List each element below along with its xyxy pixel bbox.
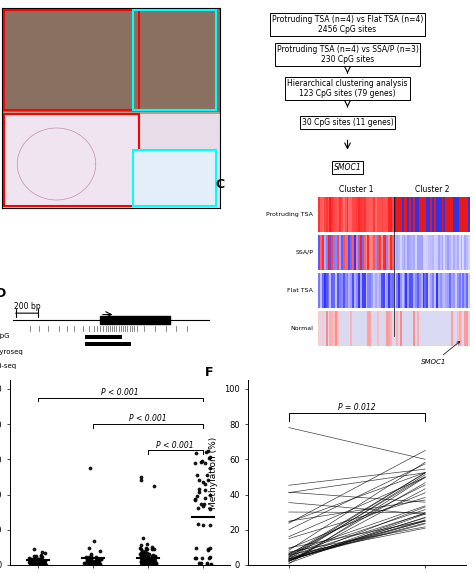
Point [139,551,146,560]
Bar [438,235,439,270]
Bar [328,235,329,270]
Bar [468,273,470,308]
Point [146,558,154,567]
Point [145,560,153,569]
Bar [381,311,383,346]
Point [138,553,146,562]
Point [37,551,45,560]
Point [206,544,213,553]
Bar [333,311,335,346]
Bar [326,197,328,231]
Bar [449,273,451,308]
Bar [318,273,320,308]
Point [33,560,41,569]
Point [38,559,46,568]
Point [90,557,98,566]
Point [33,560,41,570]
Bar [375,311,377,346]
Bar [461,273,463,308]
Bar [415,311,417,346]
Point [140,553,147,562]
Point [140,555,147,564]
Point [82,553,90,562]
Point [150,545,158,554]
Bar [333,197,335,231]
Bar [441,197,443,231]
Bar [430,197,432,231]
Bar [445,235,447,270]
Point [201,486,209,495]
Point [96,560,104,569]
Bar [2,8,220,112]
Bar [461,235,463,270]
Point [147,557,155,566]
Bar [455,235,457,270]
Point [30,551,38,560]
Bar [400,197,401,231]
Point [198,553,205,562]
Bar [398,273,400,308]
Point [30,544,38,553]
Point [193,470,201,480]
Bar [373,235,375,270]
Bar [360,197,362,231]
Point [191,495,199,504]
Bar [392,197,394,231]
Bar [459,311,461,346]
Bar [432,311,434,346]
Point [97,555,104,564]
Bar [426,235,428,270]
Text: D: D [0,287,6,300]
Bar [403,311,405,346]
Point [92,553,100,562]
Bar [364,311,365,346]
Point [34,559,41,568]
Point [86,555,93,564]
Point [41,557,49,566]
Bar [441,273,443,308]
Bar [341,235,343,270]
Bar [413,273,415,308]
Bar [371,273,373,308]
Point [206,490,214,499]
Text: Hierarchical clustering analysis
123 CpG sites (79 genes): Hierarchical clustering analysis 123 CpG… [287,79,408,99]
Bar [457,311,459,346]
Bar [365,197,367,231]
Bar [352,273,354,308]
Point [195,476,203,485]
Point [206,504,214,513]
Point [152,558,159,567]
Text: Protruding TSA (n=4) vs SSA/P (n=3)
230 CpG sites: Protruding TSA (n=4) vs SSA/P (n=3) 230 … [276,45,419,64]
Bar [434,235,436,270]
Point [90,559,97,568]
Point [144,556,152,565]
Point [144,554,152,563]
Bar [337,235,339,270]
Bar [354,311,356,346]
Bar [434,197,436,231]
Point [137,557,145,566]
Bar [337,311,339,346]
Point [38,560,46,570]
Bar [358,197,360,231]
Point [147,554,155,563]
Bar [339,197,341,231]
Text: SMOC1: SMOC1 [334,163,361,172]
Bar [401,197,403,231]
Point [195,485,203,494]
Point [89,559,97,568]
Bar [328,311,329,346]
Bar [375,197,377,231]
Point [32,560,39,570]
Point [31,559,38,568]
Bar [428,311,430,346]
Point [40,560,47,570]
Bar [439,273,441,308]
Bar [419,273,420,308]
Text: P = 0.012: P = 0.012 [338,403,376,412]
Bar [457,273,459,308]
Bar [356,311,358,346]
Point [144,560,151,570]
Bar [463,235,465,270]
Bar [348,273,350,308]
